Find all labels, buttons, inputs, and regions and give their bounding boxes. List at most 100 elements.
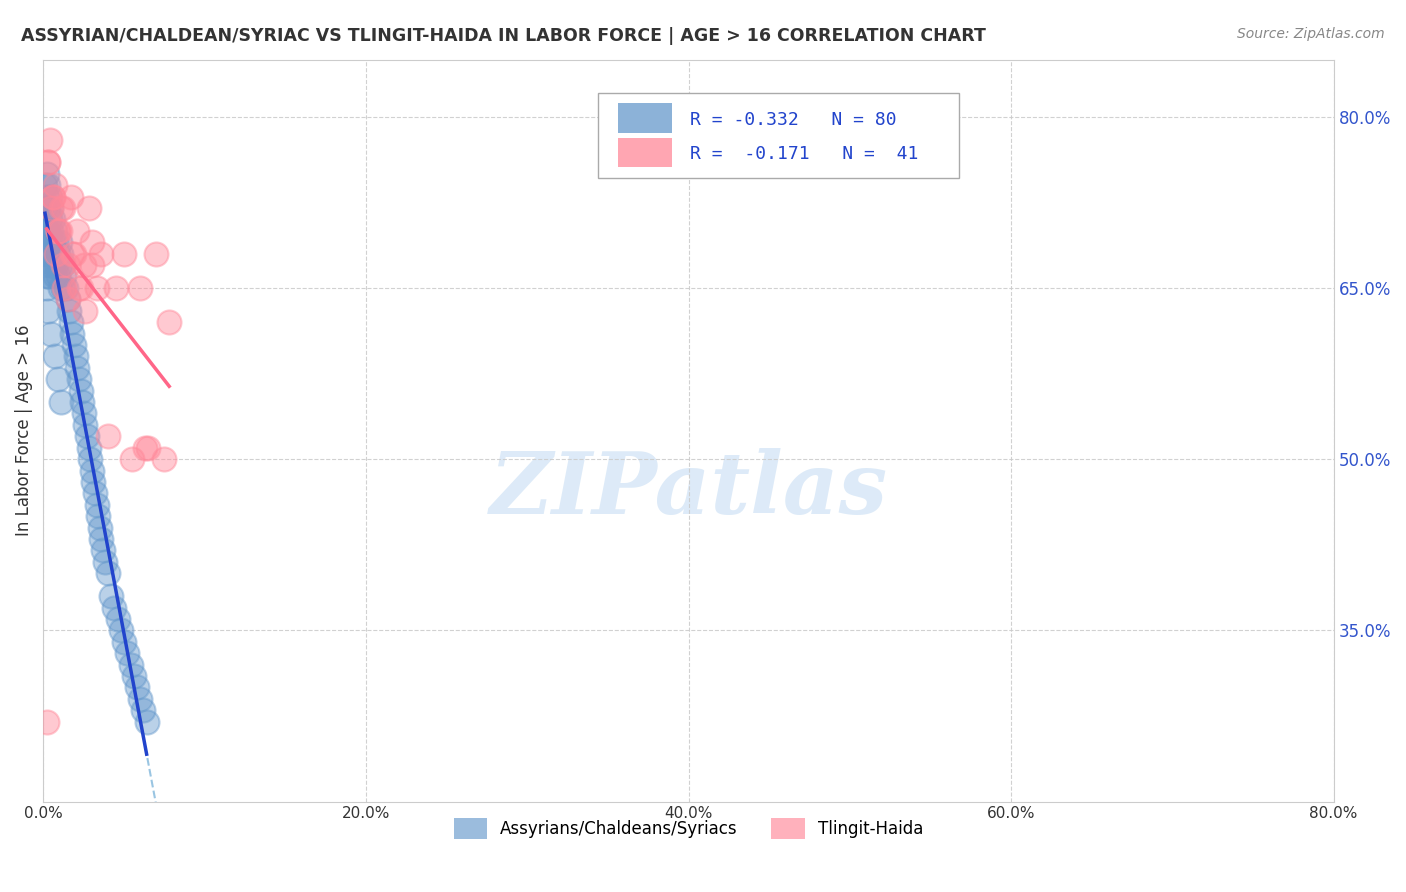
Point — [45, 235, 67, 250]
Point — [66, 360, 89, 375]
Text: ASSYRIAN/CHALDEAN/SYRIAC VS TLINGIT-HAIDA IN LABOR FORCE | AGE > 16 CORRELATION : ASSYRIAN/CHALDEAN/SYRIAC VS TLINGIT-HAID… — [21, 27, 986, 45]
Point — [37, 155, 59, 169]
Point — [100, 589, 122, 603]
Point — [38, 212, 60, 227]
Point — [63, 338, 86, 352]
Point — [76, 429, 98, 443]
Point — [82, 475, 104, 489]
Point — [37, 201, 59, 215]
Point — [75, 303, 97, 318]
Point — [77, 201, 100, 215]
Text: R =  -0.171   N =  41: R = -0.171 N = 41 — [690, 145, 918, 163]
Point — [89, 520, 111, 534]
Point — [38, 258, 60, 272]
Point — [122, 669, 145, 683]
Point — [120, 657, 142, 672]
Point — [90, 246, 112, 260]
Point — [55, 281, 77, 295]
Point — [46, 372, 69, 386]
Point — [145, 246, 167, 260]
Point — [35, 167, 58, 181]
Point — [86, 281, 108, 295]
Point — [41, 246, 63, 260]
Text: R = -0.332   N = 80: R = -0.332 N = 80 — [690, 111, 897, 128]
Point — [42, 189, 65, 203]
Point — [49, 395, 72, 409]
Point — [104, 281, 127, 295]
Point — [136, 441, 159, 455]
Point — [56, 258, 79, 272]
Point — [49, 201, 72, 215]
Point — [41, 326, 63, 341]
Point — [38, 132, 60, 146]
Point — [87, 509, 110, 524]
Point — [37, 224, 59, 238]
Point — [157, 315, 180, 329]
Point — [52, 258, 75, 272]
Point — [129, 691, 152, 706]
Point — [103, 600, 125, 615]
Point — [86, 498, 108, 512]
Point — [44, 246, 66, 260]
Point — [134, 441, 156, 455]
Point — [35, 224, 58, 238]
Point — [91, 543, 114, 558]
Point — [34, 201, 56, 215]
Point — [48, 281, 70, 295]
Point — [56, 293, 79, 307]
Point — [48, 235, 70, 250]
Point — [34, 178, 56, 193]
Point — [52, 258, 75, 272]
Point — [97, 429, 120, 443]
Point — [42, 189, 65, 203]
Point — [59, 315, 82, 329]
Point — [62, 246, 84, 260]
Point — [107, 612, 129, 626]
Point — [73, 407, 96, 421]
Point — [35, 189, 58, 203]
Point — [66, 224, 89, 238]
Point — [42, 235, 65, 250]
Point — [79, 452, 101, 467]
Text: ZIPatlas: ZIPatlas — [489, 448, 887, 532]
Point — [70, 395, 93, 409]
Point — [45, 246, 67, 260]
Point — [80, 258, 103, 272]
Point — [38, 189, 60, 203]
Point — [35, 281, 58, 295]
Point — [67, 281, 90, 295]
Point — [46, 224, 69, 238]
Point — [37, 303, 59, 318]
Point — [97, 566, 120, 581]
Point — [63, 246, 86, 260]
FancyBboxPatch shape — [617, 137, 672, 167]
Point — [153, 452, 176, 467]
Point — [44, 350, 66, 364]
Point — [49, 246, 72, 260]
Point — [38, 235, 60, 250]
Point — [65, 350, 87, 364]
Point — [132, 703, 155, 717]
Point — [45, 258, 67, 272]
Point — [69, 281, 91, 295]
Point — [48, 224, 70, 238]
Point — [56, 293, 79, 307]
Point — [112, 634, 135, 648]
Point — [73, 258, 96, 272]
Point — [84, 486, 107, 500]
Point — [112, 246, 135, 260]
Point — [77, 441, 100, 455]
Point — [62, 326, 84, 341]
Point — [67, 372, 90, 386]
Text: Source: ZipAtlas.com: Source: ZipAtlas.com — [1237, 27, 1385, 41]
Point — [41, 201, 63, 215]
Y-axis label: In Labor Force | Age > 16: In Labor Force | Age > 16 — [15, 325, 32, 536]
Point — [37, 269, 59, 284]
Point — [90, 532, 112, 546]
Point — [37, 155, 59, 169]
Point — [129, 281, 152, 295]
Point — [53, 269, 76, 284]
Point — [35, 246, 58, 260]
Point — [44, 178, 66, 193]
Point — [44, 224, 66, 238]
